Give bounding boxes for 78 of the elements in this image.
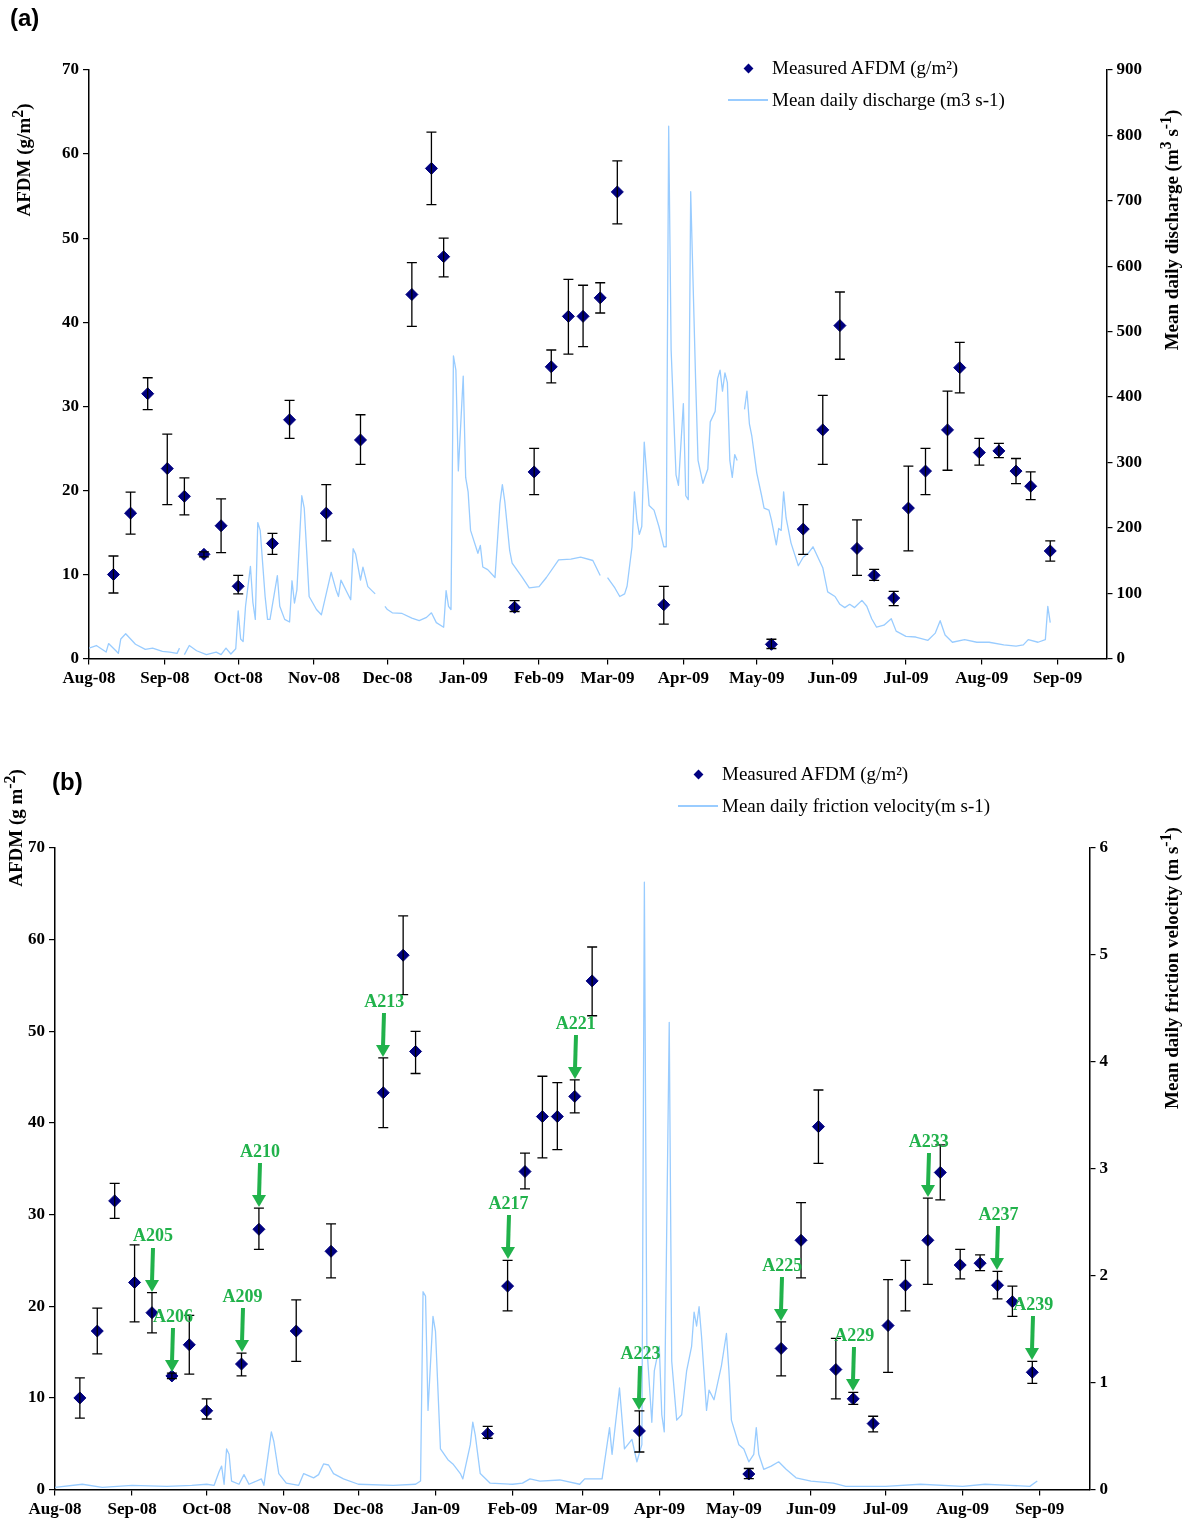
annotation: A205 — [132, 1225, 173, 1246]
y2-tick-label: 500 — [1116, 320, 1142, 340]
x-tick-label: Sep-09 — [1015, 1499, 1065, 1519]
y-tick-label: 50 — [62, 227, 79, 247]
y2-tick-label: 1 — [1099, 1372, 1108, 1392]
annotation: A237 — [978, 1204, 1019, 1225]
y2-tick-label: 600 — [1116, 255, 1142, 275]
annotation: A221 — [555, 1012, 596, 1033]
y2-tick-label: 300 — [1116, 451, 1142, 471]
y-tick-label: 60 — [28, 929, 45, 949]
x-tick-label: Nov-08 — [288, 668, 340, 688]
y-tick-label: 50 — [28, 1020, 45, 1040]
y-tick-label: 10 — [28, 1387, 45, 1407]
y-tick-label: 30 — [28, 1204, 45, 1224]
x-tick-label: Dec-08 — [362, 668, 413, 688]
legend-label: Measured AFDM (g/m²) — [722, 763, 909, 785]
x-tick-label: Mar-09 — [555, 1499, 610, 1519]
y-tick-label: 70 — [62, 59, 79, 79]
y2-tick-label: 0 — [1099, 1478, 1108, 1498]
legend-label: Mean daily discharge (m3 s-1) — [772, 89, 1005, 111]
y2-tick-label: 2 — [1099, 1265, 1108, 1285]
x-tick-label: Apr-09 — [633, 1499, 685, 1519]
y2-tick-label: 200 — [1116, 517, 1142, 537]
y-tick-label: 40 — [62, 311, 79, 331]
y-tick-label: 0 — [70, 647, 79, 667]
chart-title: (a) — [10, 4, 40, 32]
y-tick-label: 70 — [28, 837, 45, 857]
y2-tick-label: 3 — [1099, 1158, 1108, 1178]
x-tick-label: Oct-08 — [213, 668, 263, 688]
x-tick-label: Jul-09 — [862, 1499, 909, 1519]
y-tick-label: 20 — [62, 479, 79, 499]
y-tick-label: 20 — [28, 1295, 45, 1315]
x-tick-label: Dec-08 — [333, 1499, 384, 1519]
x-tick-label: May-09 — [728, 668, 785, 688]
annotation: A217 — [488, 1193, 529, 1214]
y2-tick-label: 100 — [1116, 582, 1142, 602]
y2-tick-label: 400 — [1116, 386, 1142, 406]
annotation: A209 — [222, 1285, 263, 1306]
y2-tick-label: 5 — [1099, 944, 1108, 964]
y2-tick-label: 0 — [1116, 647, 1125, 667]
x-tick-label: Jun-09 — [807, 668, 858, 688]
x-tick-label: Sep-09 — [1033, 668, 1083, 688]
y-tick-label: 40 — [28, 1112, 45, 1132]
x-tick-label: Jan-09 — [438, 668, 488, 688]
x-tick-label: Oct-08 — [182, 1499, 232, 1519]
y2-tick-label: 800 — [1116, 124, 1142, 144]
annotation: A229 — [834, 1325, 875, 1346]
y2-tick-label: 900 — [1116, 59, 1142, 79]
x-tick-label: Sep-08 — [107, 1499, 157, 1519]
annotation: A239 — [1013, 1293, 1054, 1314]
legend-label: Measured AFDM (g/m²) — [772, 57, 959, 79]
x-tick-label: Aug-08 — [28, 1499, 82, 1519]
y2-tick-label: 6 — [1099, 837, 1108, 857]
annotation: A213 — [364, 990, 405, 1011]
x-tick-label: Sep-08 — [140, 668, 190, 688]
y2-tick-label: 4 — [1099, 1051, 1109, 1071]
x-tick-label: Feb-09 — [487, 1499, 538, 1519]
y-tick-label: 30 — [62, 395, 79, 415]
y-tick-label: 10 — [62, 563, 79, 583]
y-tick-label: 0 — [36, 1478, 45, 1498]
x-tick-label: May-09 — [706, 1499, 762, 1519]
annotation: A210 — [239, 1140, 280, 1161]
x-tick-label: Feb-09 — [514, 668, 565, 688]
x-tick-label: Apr-09 — [657, 668, 710, 688]
y-tick-label: 60 — [62, 143, 79, 163]
x-tick-label: Nov-08 — [257, 1499, 310, 1519]
x-tick-label: Jun-09 — [785, 1499, 837, 1519]
annotation: A233 — [908, 1130, 949, 1151]
y2-tick-label: 700 — [1116, 190, 1142, 210]
x-tick-label: Jan-09 — [410, 1499, 461, 1519]
x-tick-label: Jul-09 — [883, 668, 929, 688]
x-tick-label: Aug-08 — [62, 668, 116, 688]
chart-title: (b) — [52, 768, 83, 796]
x-tick-label: Aug-09 — [955, 668, 1009, 688]
legend-label: Mean daily friction velocity(m s-1) — [722, 795, 991, 817]
x-tick-label: Mar-09 — [580, 668, 635, 688]
annotation: A223 — [620, 1343, 661, 1364]
x-tick-label: Aug-09 — [936, 1499, 990, 1519]
